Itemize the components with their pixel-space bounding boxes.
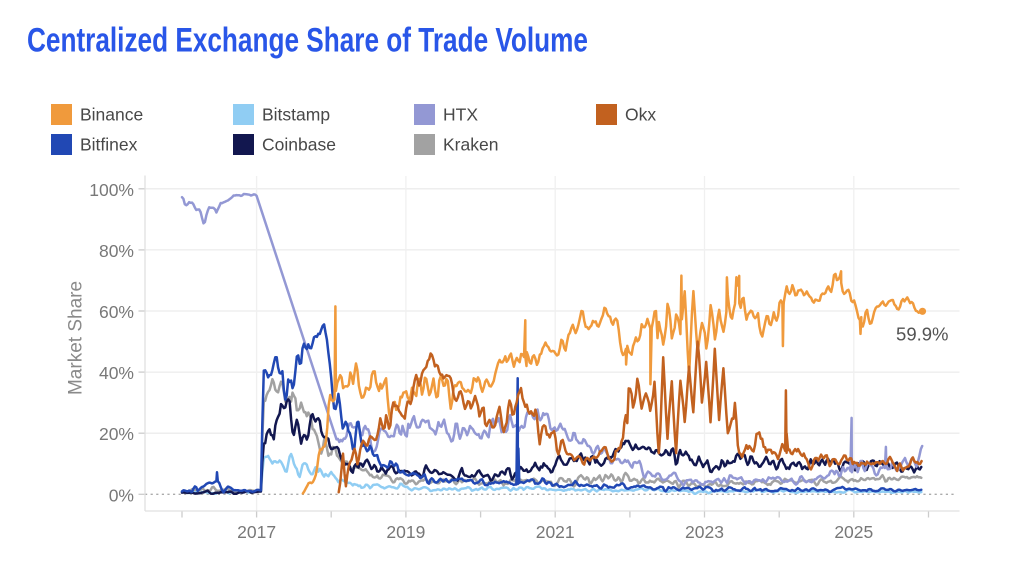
svg-text:60%: 60% [99,302,134,322]
svg-text:Okx: Okx [625,105,656,125]
svg-text:100%: 100% [89,180,134,200]
svg-text:2019: 2019 [386,522,425,542]
svg-text:Bitstamp: Bitstamp [262,105,330,125]
svg-text:2025: 2025 [834,522,873,542]
svg-text:Coinbase: Coinbase [262,135,336,155]
svg-text:Binance: Binance [80,105,143,125]
svg-text:Market Share: Market Share [66,281,87,395]
svg-text:2021: 2021 [536,522,575,542]
svg-text:59.9%: 59.9% [896,324,948,345]
svg-text:HTX: HTX [443,105,478,125]
svg-text:2017: 2017 [237,522,276,542]
svg-text:Bitfinex: Bitfinex [80,135,138,155]
svg-text:Centralized Exchange Share of: Centralized Exchange Share of Trade Volu… [27,21,588,59]
svg-text:0%: 0% [109,485,134,505]
svg-text:20%: 20% [99,424,134,444]
svg-text:40%: 40% [99,363,134,383]
svg-text:Kraken: Kraken [443,135,498,155]
svg-text:80%: 80% [99,241,134,261]
svg-text:2023: 2023 [685,522,724,542]
